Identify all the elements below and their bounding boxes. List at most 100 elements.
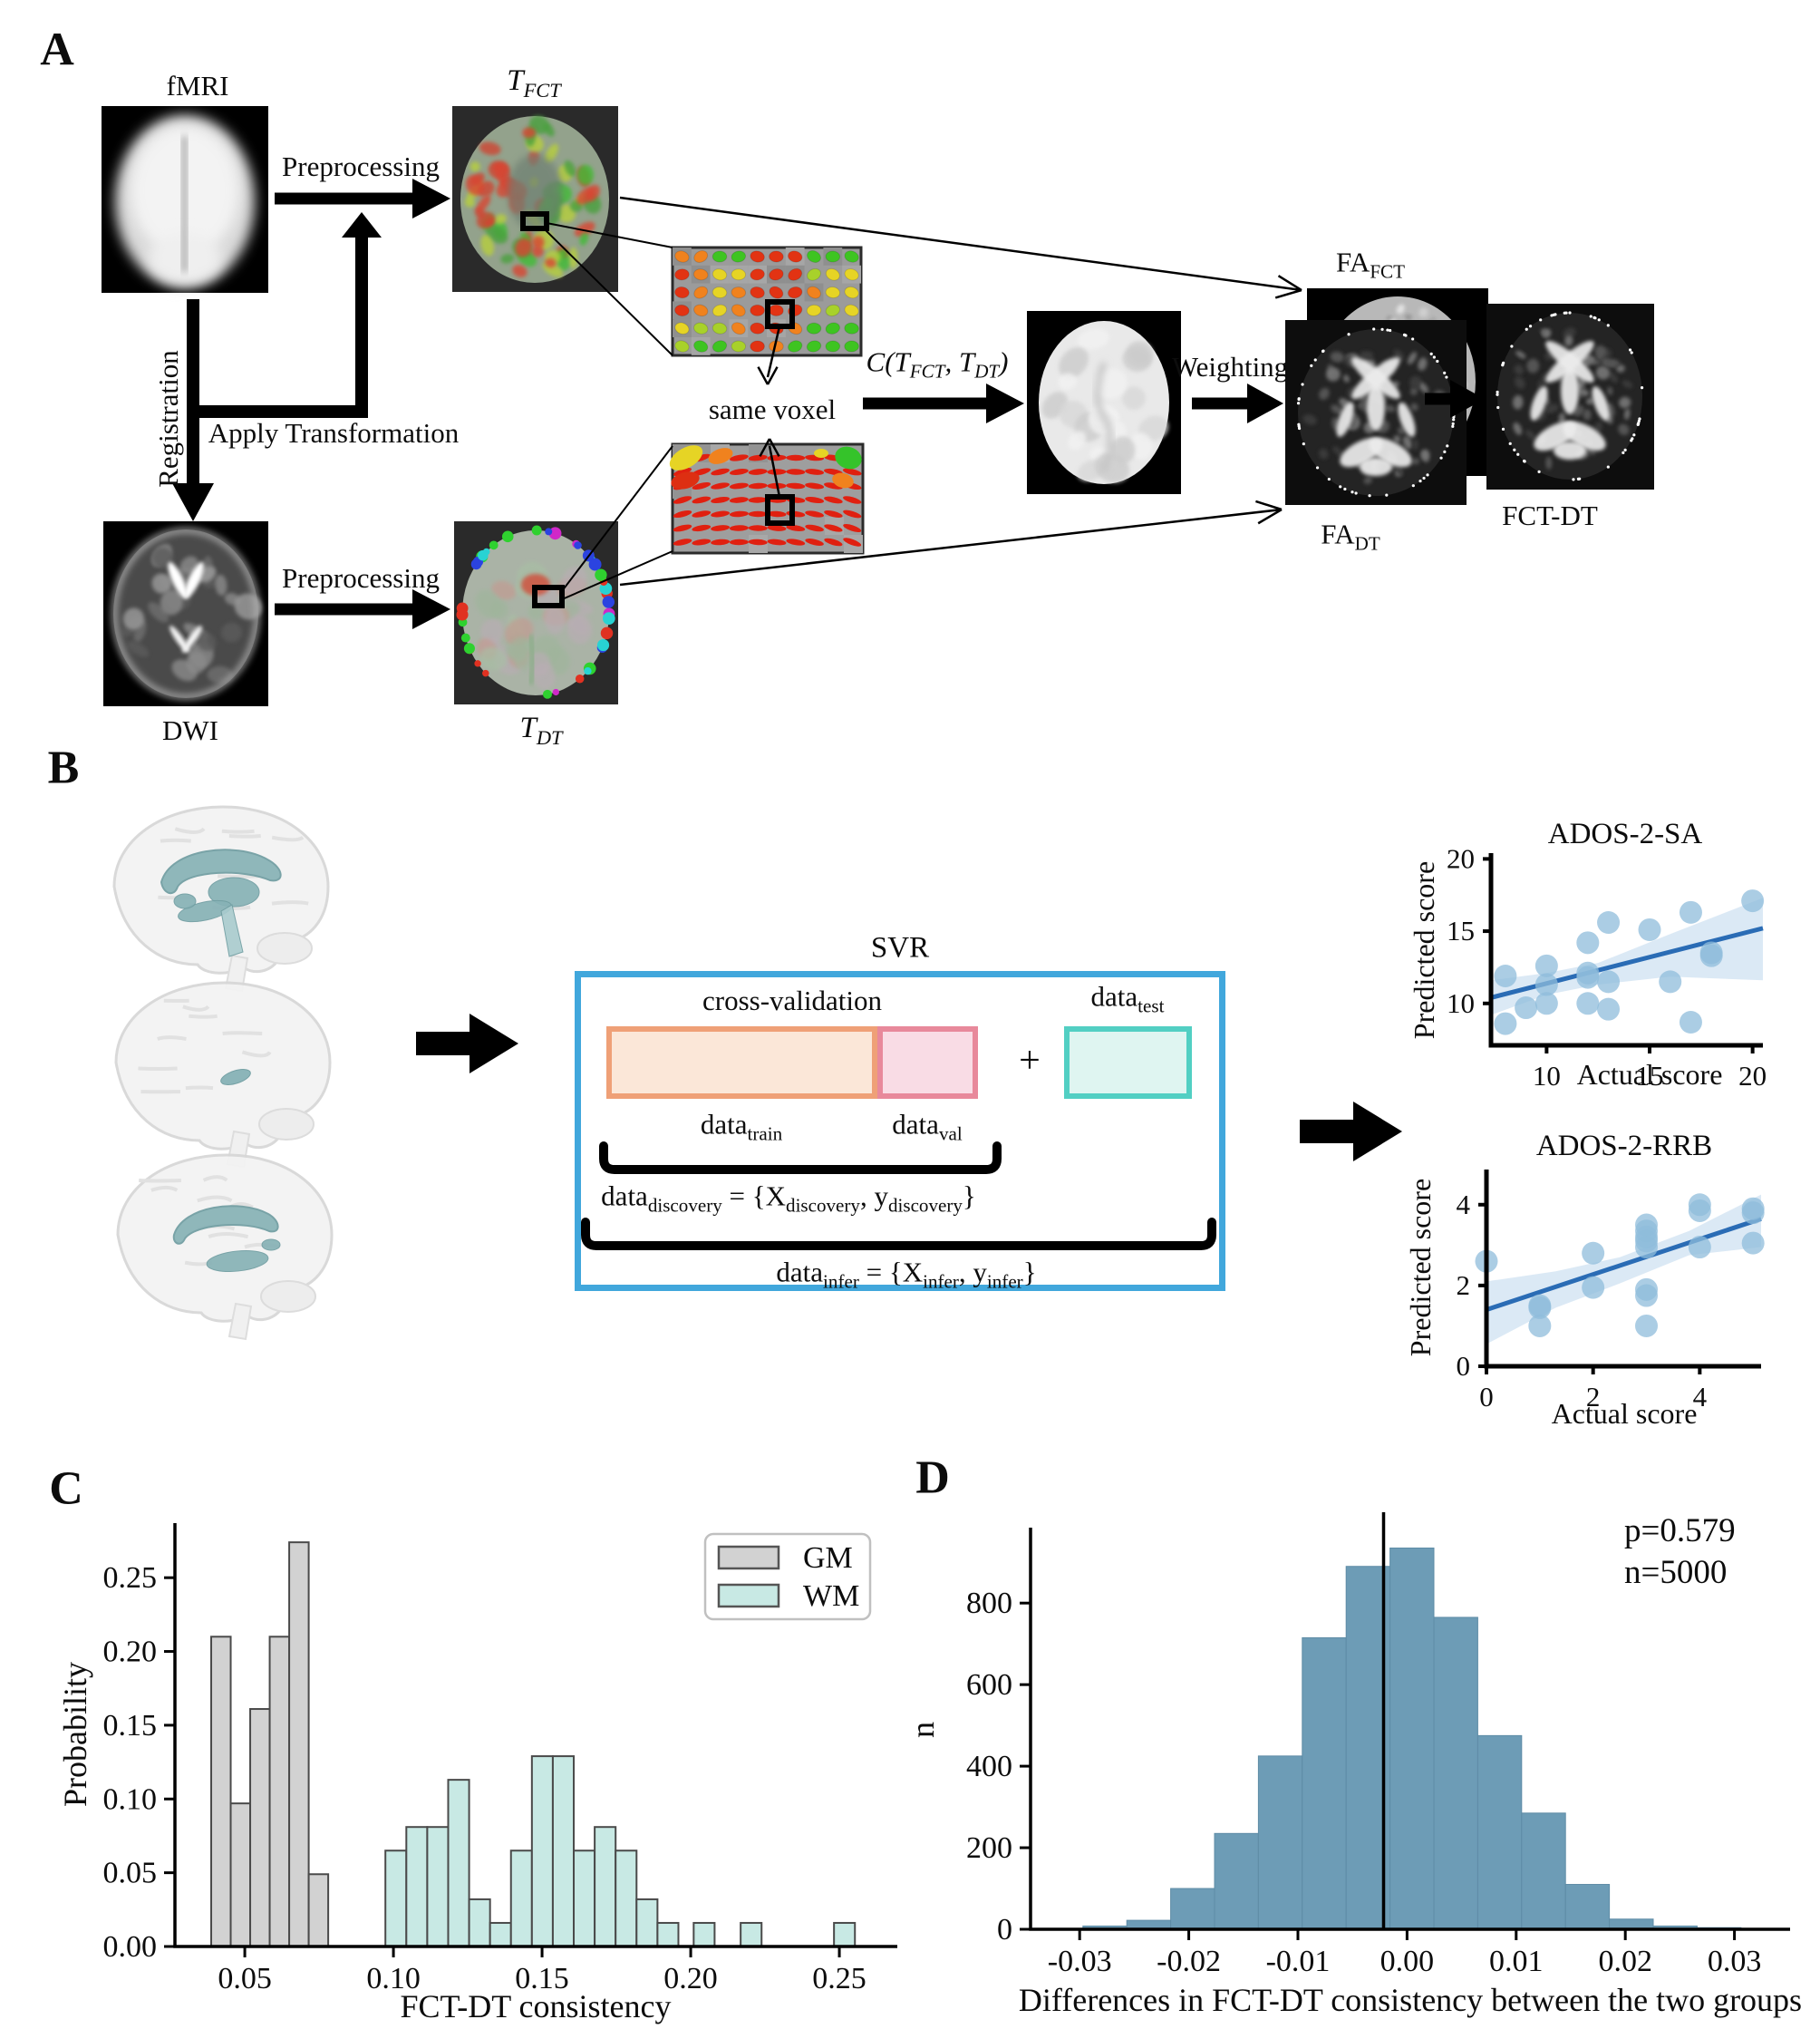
consistency-map-image [1027, 311, 1181, 494]
data-discovery-equation: datadiscovery = {Xdiscovery, ydiscovery} [601, 1180, 976, 1217]
x-tick: 0.03 [1708, 1945, 1762, 1978]
apply-transformation-label: Apply Transformation [208, 417, 460, 449]
x-tick: 0.02 [1598, 1945, 1652, 1978]
t-fct-label: TFCT [507, 64, 561, 102]
y-tick: 10 [1447, 987, 1475, 1019]
tensor-inset-bottom [669, 442, 865, 555]
y-axis-label: Predicted score [1404, 1179, 1437, 1356]
thin-connectors [543, 196, 1302, 601]
svr-title: SVR [870, 931, 930, 965]
y-axis-label: Probability [57, 1662, 93, 1807]
fct-dt-label: FCT-DT [1502, 500, 1598, 531]
y-axis-label: Predicted score [1408, 861, 1440, 1039]
y-tick: 0.20 [103, 1636, 158, 1669]
registration-label: Registration [152, 350, 184, 488]
y-tick: 200 [966, 1831, 1012, 1865]
dwi-label: DWI [162, 714, 218, 746]
weighting-label: Weighting [1171, 351, 1289, 383]
data-test-bar [1064, 1026, 1192, 1099]
legend-gm: GM [803, 1541, 853, 1575]
x-tick: -0.01 [1266, 1945, 1331, 1978]
y-tick: 4 [1457, 1189, 1471, 1220]
fct-dt-image [1486, 304, 1654, 490]
ci-band [1486, 1194, 1761, 1345]
preprocessing-bottom-label: Preprocessing [282, 562, 440, 594]
plus-sign: + [1019, 1040, 1041, 1082]
axes [1488, 853, 1763, 1048]
fa-dt-image [1285, 320, 1467, 505]
y-axis-label: n [905, 1722, 941, 1738]
data-train-label: datatrain [700, 1108, 783, 1145]
x-tick: 0.00 [1380, 1945, 1435, 1978]
x-tick: 0.05 [218, 1962, 272, 1995]
y-tick: 0 [1457, 1350, 1471, 1382]
t-dt-image [454, 521, 618, 704]
panel-b-letter: B [47, 742, 80, 794]
x-tick: -0.02 [1157, 1945, 1221, 1978]
legend: GM WM [703, 1532, 872, 1621]
data-train-bar [606, 1026, 877, 1099]
data-infer-equation: datainfer = {Xinfer, yinfer} [776, 1256, 1037, 1293]
x-axis-label: FCT-DT consistency [400, 1988, 671, 2024]
brain-render-1 [112, 805, 330, 993]
data-val-label: dataval [892, 1108, 963, 1145]
y-tick: 0.00 [103, 1930, 158, 1964]
same-voxel-label: same voxel [708, 393, 837, 425]
ci-band [1491, 898, 1763, 1015]
y-tick: 0.15 [103, 1709, 158, 1743]
x-tick: 4 [1693, 1381, 1708, 1413]
flow-arrows [172, 179, 1485, 1161]
x-tick: 0 [1479, 1381, 1494, 1413]
histogram-consistency: 0.05 0.10 0.15 0.20 0.25 0.00 0.05 0.10 0.15 0.20… [57, 1523, 897, 2024]
chart-title: ADOS-2-RRB [1536, 1130, 1712, 1162]
dwi-image [103, 521, 268, 706]
y-tick: 0.10 [103, 1782, 158, 1816]
x-axis-label: Actual score [1577, 1058, 1723, 1091]
y-tick: 0.25 [103, 1561, 158, 1595]
svr-brackets [581, 1141, 1216, 1250]
y-tick: 0.05 [103, 1857, 158, 1890]
y-tick: 2 [1457, 1269, 1471, 1301]
y-tick: 400 [966, 1750, 1012, 1783]
fa-dt-label: FADT [1321, 518, 1380, 555]
scatter-ados_rrb: 0 2 4 0 2 4 ADOS-2-RRB Actual score Predicted sc… [1404, 1130, 1765, 1430]
chart-title: ADOS-2-SA [1548, 818, 1703, 850]
x-tick: 0.01 [1489, 1945, 1544, 1978]
x-tick: 0.25 [812, 1962, 866, 1995]
scatter-points [1494, 889, 1765, 1035]
fa-fct-label: FAFCT [1336, 246, 1405, 283]
x-tick: 0.20 [663, 1962, 718, 1995]
voxel-squares [520, 211, 795, 608]
panel-a-letter: A [40, 24, 74, 76]
x-tick: -0.03 [1048, 1945, 1112, 1978]
y-tick: 15 [1447, 915, 1475, 947]
x-axis-label: Actual score [1552, 1397, 1698, 1430]
scatter-ados_sa: 10 15 20 10 15 20 ADOS-2-SA Actual score Predict… [1408, 818, 1767, 1092]
t-fct-image [452, 106, 618, 292]
panel-c-letter: C [49, 1462, 83, 1515]
y-tick: 600 [966, 1668, 1012, 1702]
data-val-bar [877, 1026, 978, 1099]
x-tick: 15 [1636, 1060, 1664, 1092]
preprocessing-top-label: Preprocessing [282, 150, 440, 182]
panel-d-letter: D [915, 1451, 950, 1504]
consistency-function-label: C(TFCT, TDT) [866, 345, 1009, 383]
x-tick: 20 [1738, 1060, 1767, 1092]
legend-wm: WM [803, 1579, 859, 1613]
x-tick: 0.10 [366, 1962, 421, 1995]
x-axis-label: Differences in FCT-DT consistency betwee… [1019, 1982, 1802, 2018]
y-tick: 20 [1447, 842, 1475, 874]
x-tick: 0.15 [515, 1962, 569, 1995]
x-tick: 2 [1586, 1381, 1601, 1413]
p-value-annotation: p=0.579 [1624, 1512, 1736, 1549]
data-test-label: datatest [1090, 980, 1165, 1017]
brain-render-2 [114, 981, 332, 1169]
fmri-label: fMRI [166, 70, 229, 102]
t-dt-label: TDT [519, 712, 563, 749]
x-tick: 10 [1533, 1060, 1561, 1092]
scatter-points [1475, 1193, 1765, 1337]
regression-line [1486, 1216, 1762, 1312]
y-tick: 0 [997, 1913, 1012, 1946]
